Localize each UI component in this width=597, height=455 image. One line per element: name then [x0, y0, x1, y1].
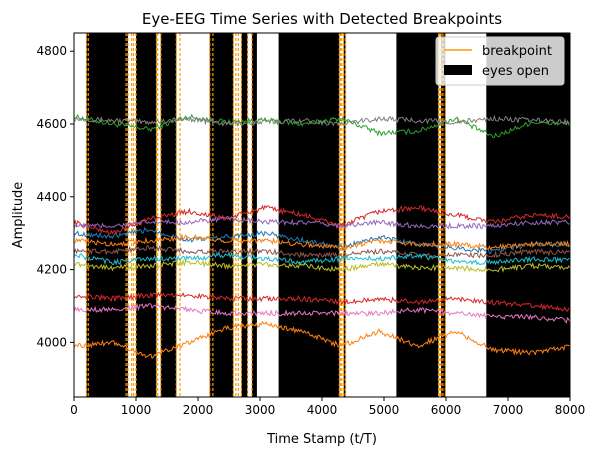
eyes-open-region-7: [343, 33, 346, 397]
x-tick-label-0: 0: [70, 403, 78, 417]
x-tick-label-5: 5000: [369, 403, 400, 417]
x-axis-label: Time Stamp (t/T): [266, 432, 377, 447]
eyes-open-region-0: [86, 33, 128, 397]
series-line-2: [74, 204, 570, 236]
chart-title: Eye-EEG Time Series with Detected Breakp…: [142, 10, 502, 28]
y-tick-label-2: 4400: [36, 190, 67, 204]
x-tick-label-3: 3000: [245, 403, 276, 417]
breakpoint-lines: [85, 33, 446, 397]
legend-eyes-open-label: eyes open: [482, 64, 549, 79]
series-line-9: [74, 291, 570, 312]
series-line-1: [74, 114, 570, 128]
x-tick-label-6: 6000: [431, 403, 462, 417]
x-tick-label-4: 4000: [307, 403, 338, 417]
y-tick-label-4: 4800: [36, 44, 67, 58]
eyes-open-region-5: [251, 33, 257, 397]
legend: breakpoint eyes open: [435, 36, 565, 86]
legend-eyes-open-swatch: [444, 65, 472, 75]
x-tick-label-2: 2000: [183, 403, 214, 417]
legend-breakpoint-label: breakpoint: [482, 44, 552, 59]
x-axis-ticks: 0 1000 2000 3000 4000 5000 6000 7000 8000: [70, 397, 585, 417]
series-line-11: [74, 320, 570, 360]
x-tick-label-7: 7000: [493, 403, 524, 417]
series-line-0: [74, 113, 570, 139]
series-line-7: [74, 251, 570, 266]
y-axis-label: Amplitude: [11, 182, 26, 249]
series-line-8: [74, 258, 570, 273]
series-line-3: [74, 215, 570, 230]
y-axis-ticks: 4000 4200 4400 4600 4800: [36, 44, 74, 349]
y-tick-label-0: 4000: [36, 335, 67, 349]
x-tick-label-8: 8000: [555, 403, 586, 417]
eyes-open-region-8: [396, 33, 439, 397]
series-line-5: [74, 233, 570, 251]
eyes-open-region-4: [241, 33, 248, 397]
y-tick-label-3: 4600: [36, 117, 67, 131]
series-line-6: [74, 244, 570, 259]
series-lines: [74, 113, 570, 360]
y-tick-label-1: 4200: [36, 263, 67, 277]
series-line-10: [74, 303, 570, 324]
x-tick-label-1: 1000: [121, 403, 152, 417]
